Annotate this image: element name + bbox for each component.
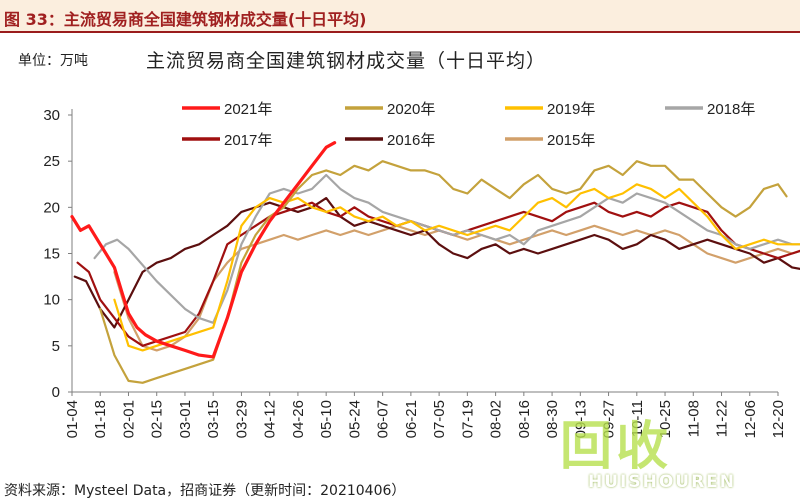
series-line-2015年 [113, 224, 800, 352]
legend-label: 2021年 [224, 101, 272, 118]
x-tick-label: 06-21 [403, 400, 420, 438]
watermark-brand: HUISHOUREN [588, 472, 737, 492]
x-tick-label: 07-19 [459, 400, 476, 438]
x-tick-label: 03-01 [177, 400, 194, 438]
legend-label: 2018年 [707, 101, 755, 118]
x-tick-label: 02-15 [149, 400, 166, 438]
x-tick-label: 05-24 [346, 400, 363, 438]
watermark: 回收 HUISHOUREN [548, 400, 796, 496]
y-tick-label: 10 [43, 292, 60, 309]
y-tick-label: 30 [43, 107, 60, 124]
x-tick-label: 04-26 [290, 400, 307, 438]
x-tick-label: 08-02 [488, 400, 505, 438]
y-tick-label: 15 [43, 246, 60, 263]
x-tick-label: 08-30 [544, 400, 561, 438]
legend-label: 2019年 [547, 101, 595, 118]
x-tick-label: 04-12 [262, 400, 279, 438]
watermark-logo: 回收 [560, 417, 673, 477]
x-tick-label: 08-16 [516, 400, 533, 438]
y-tick-label: 0 [52, 384, 60, 401]
figure-title: 图 33：主流贸易商全国建筑钢材成交量(十日平均) [4, 10, 367, 29]
series-line-2020年 [99, 160, 788, 384]
x-tick-label: 09-27 [601, 400, 618, 438]
series-line-2016年 [73, 197, 800, 329]
legend-label: 2016年 [387, 132, 435, 149]
unit-label: 单位：万吨 [18, 53, 88, 69]
series-line-2017年 [76, 201, 800, 347]
chart-title: 主流贸易商全国建筑钢材成交量（十日平均） [146, 50, 547, 72]
x-tick-label: 05-10 [318, 400, 335, 438]
x-tick-label: 03-29 [233, 400, 250, 438]
x-tick-label: 01-18 [92, 400, 109, 438]
x-tick-label: 07-05 [431, 400, 448, 438]
x-tick-label: 02-01 [120, 400, 137, 438]
legend-label: 2020年 [387, 101, 435, 118]
y-tick-label: 5 [52, 338, 60, 355]
legend-label: 2017年 [224, 132, 272, 149]
y-tick-label: 20 [43, 199, 60, 216]
x-tick-label: 12-20 [770, 400, 787, 438]
x-tick-label: 11-08 [685, 400, 702, 437]
x-tick-label: 03-15 [205, 400, 222, 438]
series-line-2019年 [113, 183, 800, 352]
x-tick-label: 10-25 [657, 400, 674, 438]
source-note: 资料来源：Mysteel Data，招商证券（更新时间：20210406） [4, 483, 406, 499]
x-tick-label: 10-11 [629, 400, 646, 437]
y-tick-label: 25 [43, 153, 60, 170]
x-tick-label: 12-06 [742, 400, 759, 438]
figure-header-bar: 图 33：主流贸易商全国建筑钢材成交量(十日平均) [0, 0, 800, 33]
x-tick-label: 06-07 [375, 400, 392, 438]
x-tick-label: 09-13 [572, 400, 589, 438]
x-tick-label: 01-04 [64, 400, 81, 438]
legend-label: 2015年 [547, 132, 595, 149]
series-line-2021年 [70, 141, 337, 359]
x-tick-label: 11-22 [714, 400, 731, 437]
